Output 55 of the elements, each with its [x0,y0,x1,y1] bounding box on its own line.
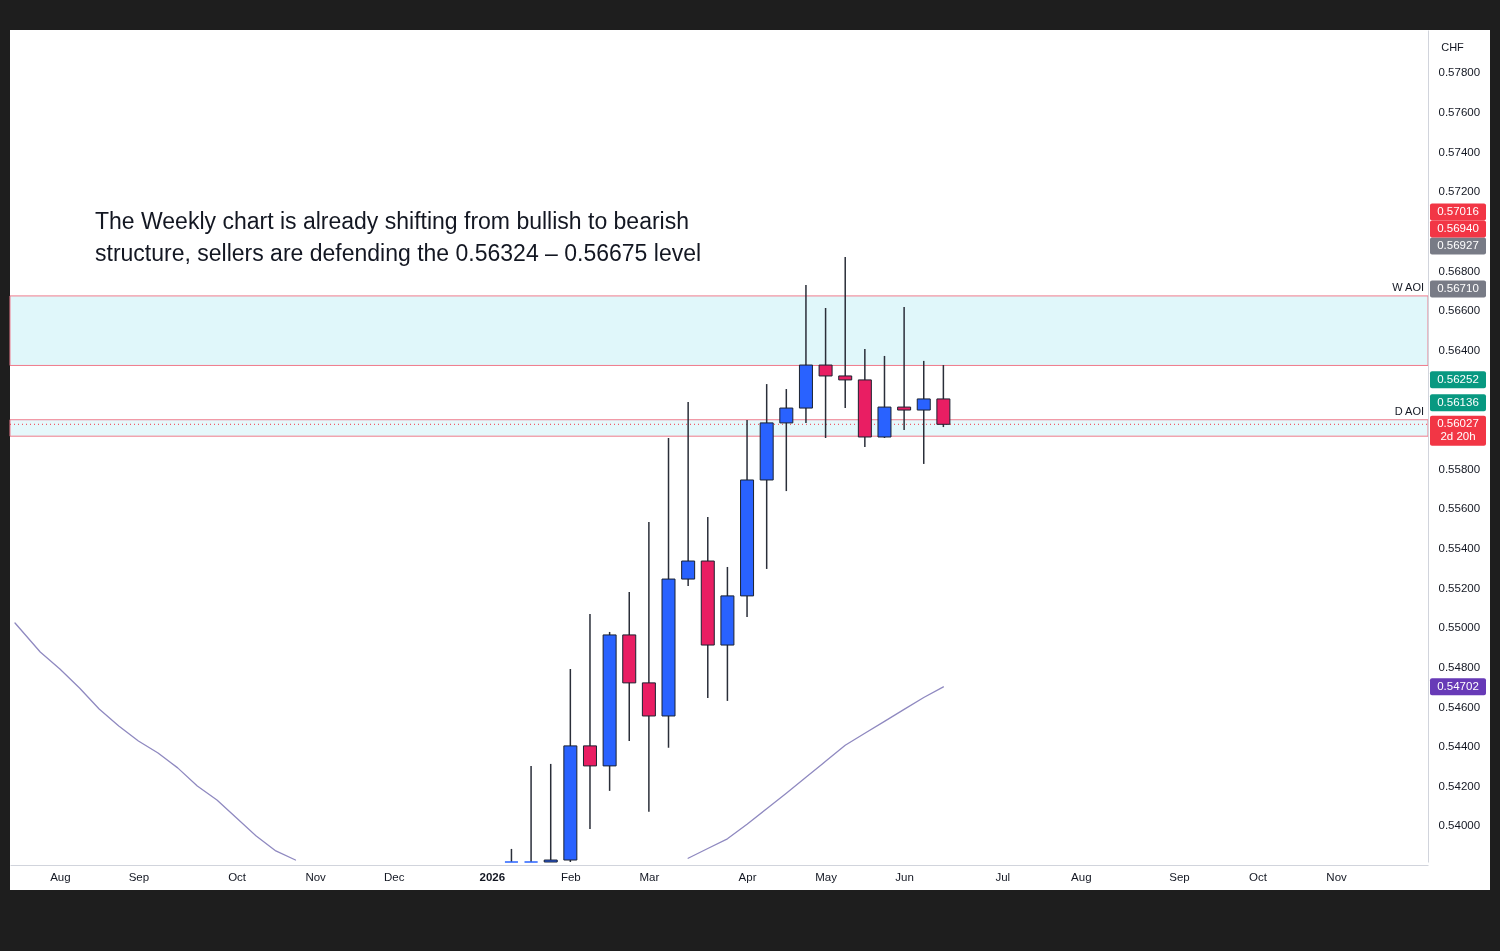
text: 0.54702 [1437,679,1479,692]
y-tick-label: 0.56600 [1438,304,1481,317]
text: 0.56927 [1437,238,1479,251]
ref-line-label: 0.56027 2d 20h [1437,417,1479,443]
y-tick-label: 0.54800 [1438,660,1481,673]
candlestick [818,307,833,439]
x-tick-label: Oct [228,870,247,883]
candlestick [582,613,597,830]
candlestick [916,360,931,465]
y-tick-label: 0.55800 [1438,462,1481,475]
x-tick-label: 2026 [479,870,506,883]
y-tick-label: 0.57400 [1438,145,1481,158]
y-tick-label: 0.55400 [1438,542,1481,555]
candlestick [681,401,696,587]
text: 0.56252 [1437,372,1479,385]
band-label: D AOI [1394,404,1424,417]
y-tick-label: 0.57200 [1438,185,1481,198]
x-tick-label: Nov [1326,870,1348,883]
text: 0.56710 [1437,281,1479,294]
candlestick [524,765,539,863]
x-tick-label: Aug [1071,870,1092,883]
x-tick-label: Sep [128,870,150,883]
y-tick-label: 0.55000 [1438,621,1481,634]
text: 0.56940 [1437,221,1479,234]
candlestick [779,388,794,492]
x-tick-label: Jun [895,870,914,883]
y-tick-label: 0.57800 [1438,66,1481,79]
y-tick-label: 0.57600 [1438,106,1481,119]
x-tick-label: May [815,870,838,883]
y-axis-title: CHF [1441,40,1465,53]
text: 0.57016 [1437,204,1479,217]
y-tick-label: 0.55600 [1438,502,1481,515]
x-tick-label: Dec [383,870,405,883]
y-tick-label: 0.56800 [1438,264,1481,277]
text: 0.56136 [1437,395,1479,408]
x-tick-label: Nov [305,870,327,883]
y-tick-label: 0.54600 [1438,700,1481,713]
x-tick-label: Aug [50,870,71,883]
x-tick-label: Jul [995,870,1011,883]
y-tick-label: 0.55200 [1438,581,1481,594]
candlestick [838,256,853,409]
y-tick-label: 0.54000 [1438,819,1481,832]
x-tick-label: Apr [738,870,757,883]
y-tick-label: 0.54400 [1438,740,1481,753]
x-tick-label: Oct [1249,870,1268,883]
y-tick-label: 0.56400 [1438,343,1481,356]
band-label: W AOI [1392,280,1424,293]
candlestick [543,763,558,863]
annotation: The Weekly chart is already shifting from bullish to bearish structure, sellers are defending the 0.56324 – 0.56675 level [95,208,702,266]
y-tick-label: 0.54200 [1438,779,1481,792]
candlestick [641,521,656,813]
x-tick-label: Mar [639,870,660,883]
x-tick-label: Sep [1169,870,1190,883]
candlestick [897,306,912,431]
x-tick-label: Feb [560,870,581,883]
